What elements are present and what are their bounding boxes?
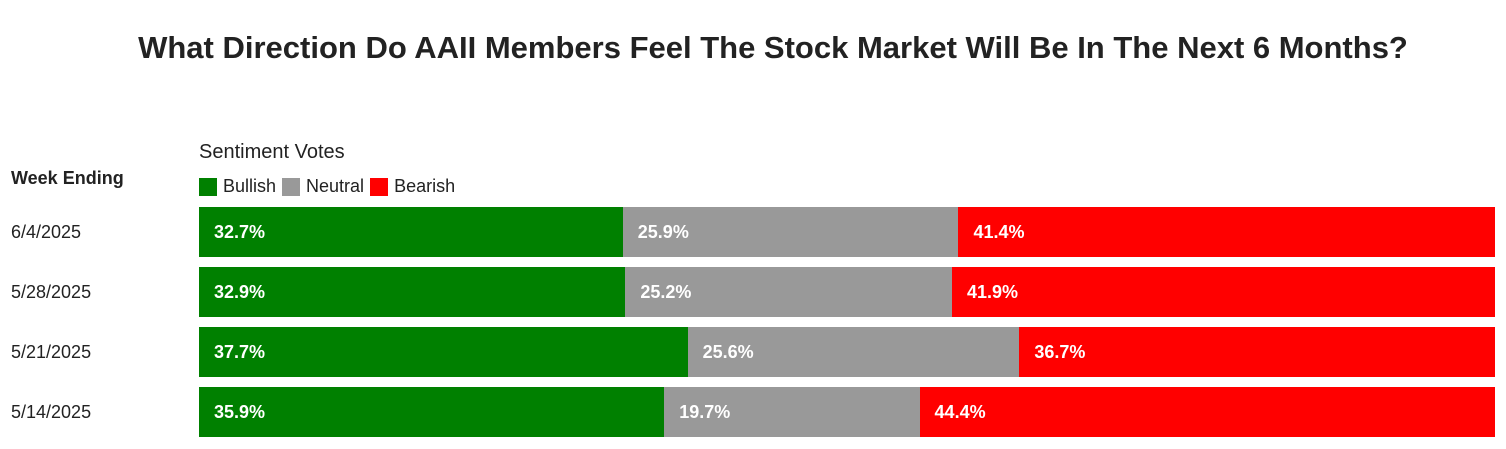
data-label: 41.9% [966, 282, 1018, 302]
category-header: Week Ending [11, 168, 124, 188]
legend-title: Sentiment Votes [199, 141, 345, 163]
chart-title: What Direction Do AAII Members Feel The … [138, 30, 1408, 65]
data-label: 44.4% [934, 402, 986, 422]
category-label: 5/21/2025 [11, 342, 92, 362]
bar-segment-neutral: 25.6% [687, 327, 1020, 377]
data-label: 32.7% [214, 222, 266, 242]
bar-row: 32.9% 25.2% 41.9% [199, 267, 1495, 317]
bar-segment-neutral: 25.9% [622, 207, 959, 257]
bar-row: 32.7% 25.9% 41.4% [199, 207, 1495, 257]
legend-item-bearish: Bearish [370, 176, 455, 197]
bar-segment-bullish: 35.9% [199, 387, 665, 437]
legend-item-neutral: Neutral [282, 176, 364, 197]
category-label: 6/4/2025 [11, 222, 82, 242]
data-label: 32.9% [214, 282, 266, 302]
bar-segment-bearish: 44.4% [919, 387, 1495, 437]
data-label: 35.9% [214, 402, 266, 422]
legend-swatch-bullish [199, 177, 217, 196]
bar-segment-bearish: 41.4% [958, 207, 1495, 257]
bar-segment-bearish: 36.7% [1019, 327, 1495, 377]
data-label: 37.7% [214, 342, 266, 362]
data-label: 41.4% [973, 222, 1025, 242]
data-label: 25.9% [637, 222, 689, 242]
bar-segment-bullish: 32.9% [199, 267, 626, 317]
data-label: 25.2% [640, 282, 692, 302]
legend-item-bullish: Bullish [199, 176, 276, 197]
legend-swatch-bearish [370, 177, 389, 196]
bar-segment-neutral: 25.2% [625, 267, 952, 317]
category-label: 5/28/2025 [11, 282, 92, 302]
legend-swatch-neutral [282, 177, 301, 196]
bar-row: 37.7% 25.6% 36.7% [199, 327, 1495, 377]
legend-label-neutral: Neutral [306, 176, 365, 196]
data-label: 25.6% [702, 342, 754, 362]
legend-label-bullish: Bullish [223, 176, 277, 196]
legend: Bullish Neutral Bearish [199, 176, 461, 197]
bar-segment-bullish: 32.7% [199, 207, 623, 257]
legend-label-bearish: Bearish [394, 176, 456, 196]
bar-segment-bullish: 37.7% [199, 327, 688, 377]
data-label: 36.7% [1034, 342, 1086, 362]
category-label: 5/14/2025 [11, 402, 92, 422]
bar-segment-bearish: 41.9% [951, 267, 1495, 317]
data-label: 19.7% [679, 402, 731, 422]
bar-segment-neutral: 19.7% [664, 387, 920, 437]
bar-row: 35.9% 19.7% 44.4% [199, 387, 1495, 437]
